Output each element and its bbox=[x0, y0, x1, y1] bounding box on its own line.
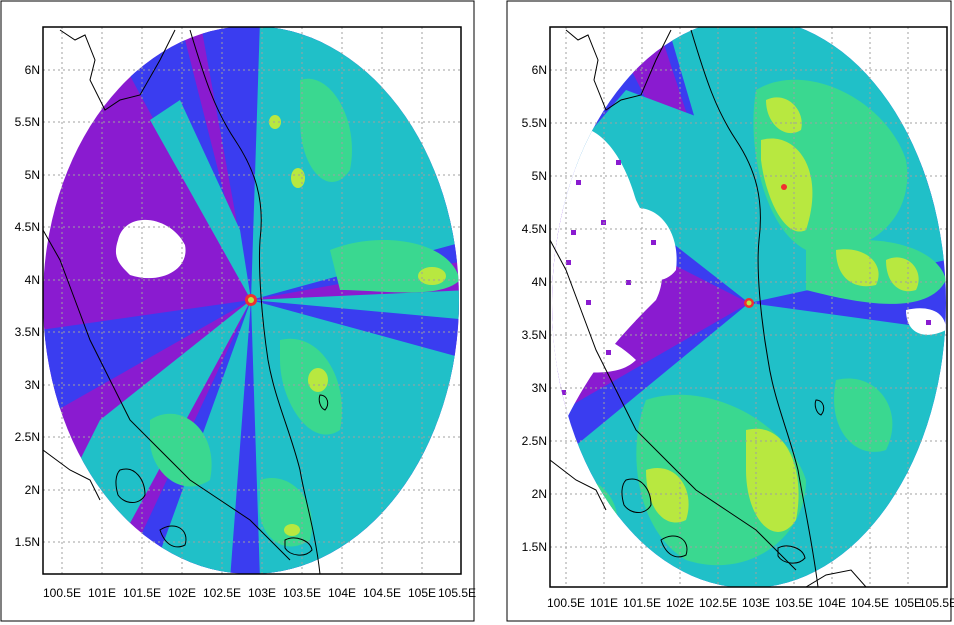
lon-label: 103.5E bbox=[775, 596, 813, 610]
lon-label: 103E bbox=[742, 596, 770, 610]
lon-label: 104.5E bbox=[851, 596, 889, 610]
lat-label: 1.5N bbox=[522, 540, 547, 554]
lat-label: 4.5N bbox=[15, 220, 40, 234]
lon-label: 101.5E bbox=[123, 586, 161, 600]
right-coastline bbox=[550, 29, 867, 587]
left-lon-labels: 100.5E 101E 101.5E 102E 102.5E 103E 103.… bbox=[43, 586, 476, 600]
left-outer-frame bbox=[0, 0, 475, 622]
lon-label: 104.5E bbox=[363, 586, 401, 600]
left-radar-map: 6N 5.5N 5N 4.5N 4N 3.5N 3N 2.5N 2N 1.5N … bbox=[0, 0, 476, 622]
lon-label: 103.5E bbox=[283, 586, 321, 600]
lon-label: 104E bbox=[328, 586, 356, 600]
lon-label: 102.5E bbox=[203, 586, 241, 600]
right-radar-disc bbox=[552, 27, 946, 587]
lat-label: 2N bbox=[532, 487, 547, 501]
lat-label: 2N bbox=[25, 483, 40, 497]
lat-label: 5N bbox=[25, 168, 40, 182]
lon-label: 102E bbox=[666, 596, 694, 610]
right-outer-frame bbox=[506, 0, 952, 622]
lat-label: 1.5N bbox=[15, 535, 40, 549]
lat-label: 2.5N bbox=[522, 434, 547, 448]
lon-label: 105.5E bbox=[438, 586, 476, 600]
lon-label: 100.5E bbox=[43, 586, 81, 600]
left-plot-frame bbox=[42, 26, 462, 575]
lon-label: 101.5E bbox=[623, 596, 661, 610]
right-grid bbox=[550, 27, 947, 587]
left-lat-labels: 6N 5.5N 5N 4.5N 4N 3.5N 3N 2.5N 2N 1.5N bbox=[15, 63, 40, 549]
lon-label: 105E bbox=[408, 586, 436, 600]
lat-label: 4N bbox=[25, 273, 40, 287]
lon-label: 105.5E bbox=[919, 596, 954, 610]
lat-label: 3.5N bbox=[15, 325, 40, 339]
right-lon-labels: 100.5E 101E 101.5E 102E 102.5E 103E 103.… bbox=[547, 596, 954, 610]
lat-label: 2.5N bbox=[15, 430, 40, 444]
lon-label: 103E bbox=[248, 586, 276, 600]
left-radar-disc bbox=[43, 27, 459, 574]
lat-label: 3N bbox=[25, 378, 40, 392]
lon-label: 102.5E bbox=[699, 596, 737, 610]
lat-label: 6N bbox=[532, 63, 547, 77]
right-radar-map: 6N 5.5N 5N 4.5N 4N 3.5N 3N 2.5N 2N 1.5N … bbox=[506, 0, 954, 622]
lat-label: 4.5N bbox=[522, 222, 547, 236]
right-map-panel: 6N 5.5N 5N 4.5N 4N 3.5N 3N 2.5N 2N 1.5N … bbox=[506, 0, 954, 625]
left-grid bbox=[43, 27, 461, 574]
lat-label: 4N bbox=[532, 275, 547, 289]
right-lat-labels: 6N 5.5N 5N 4.5N 4N 3.5N 3N 2.5N 2N 1.5N bbox=[522, 63, 547, 554]
lon-label: 105E bbox=[894, 596, 922, 610]
lat-label: 3.5N bbox=[522, 328, 547, 342]
lat-label: 5.5N bbox=[15, 115, 40, 129]
lat-label: 5N bbox=[532, 169, 547, 183]
left-map-panel: 6N 5.5N 5N 4.5N 4N 3.5N 3N 2.5N 2N 1.5N … bbox=[0, 0, 476, 622]
lon-label: 104E bbox=[818, 596, 846, 610]
lat-label: 5.5N bbox=[522, 116, 547, 130]
lon-label: 101E bbox=[88, 586, 116, 600]
lat-label: 3N bbox=[532, 381, 547, 395]
right-plot-frame bbox=[549, 26, 948, 588]
lon-label: 100.5E bbox=[547, 596, 585, 610]
lat-label: 6N bbox=[25, 63, 40, 77]
lon-label: 102E bbox=[168, 586, 196, 600]
lon-label: 101E bbox=[590, 596, 618, 610]
left-coastline bbox=[43, 29, 329, 574]
